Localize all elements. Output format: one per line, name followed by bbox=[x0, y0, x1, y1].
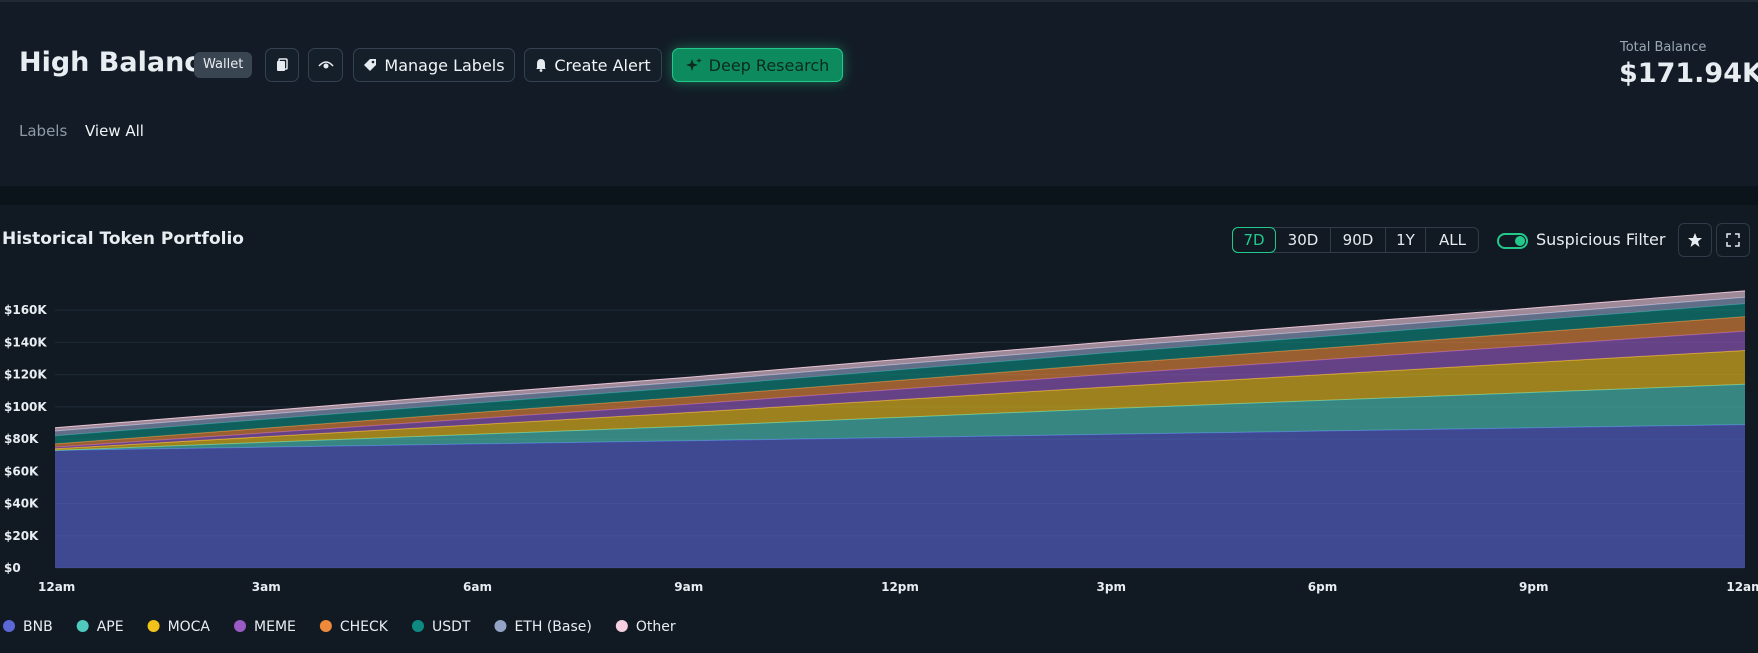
legend-label: USDT bbox=[432, 619, 471, 635]
y-tick-label: $80K bbox=[4, 432, 39, 446]
legend-swatch bbox=[412, 620, 424, 632]
legend-swatch bbox=[3, 620, 15, 632]
x-tick-label: 12am bbox=[38, 580, 75, 594]
legend-swatch bbox=[616, 620, 628, 632]
legend-label: MOCA bbox=[168, 619, 211, 635]
y-tick-label: $60K bbox=[4, 464, 39, 478]
legend-label: APE bbox=[97, 619, 124, 635]
legend-swatch bbox=[320, 620, 332, 632]
x-tick-label: 12pm bbox=[881, 580, 919, 594]
y-tick-label: $140K bbox=[4, 335, 47, 349]
legend-swatch bbox=[77, 620, 89, 632]
legend-swatch bbox=[148, 620, 160, 632]
legend-label: CHECK bbox=[340, 619, 389, 635]
x-tick-label: 3pm bbox=[1097, 580, 1126, 594]
y-tick-label: $0 bbox=[4, 561, 21, 575]
legend-swatch bbox=[494, 620, 506, 632]
y-tick-label: $100K bbox=[4, 400, 47, 414]
y-tick-label: $20K bbox=[4, 529, 39, 543]
legend-label: BNB bbox=[23, 619, 53, 635]
x-tick-label: 6pm bbox=[1308, 580, 1337, 594]
x-tick-label: 12am bbox=[1726, 580, 1758, 594]
x-tick-label: 9am bbox=[674, 580, 703, 594]
legend-swatch bbox=[234, 620, 246, 632]
y-tick-label: $40K bbox=[4, 497, 39, 511]
legend-label: ETH (Base) bbox=[514, 619, 591, 635]
x-tick-label: 6am bbox=[463, 580, 492, 594]
y-tick-label: $120K bbox=[4, 368, 47, 382]
x-tick-label: 9pm bbox=[1519, 580, 1548, 594]
x-tick-label: 3am bbox=[252, 580, 281, 594]
legend-label: MEME bbox=[254, 619, 296, 635]
y-tick-label: $160K bbox=[4, 303, 47, 317]
legend-label: Other bbox=[636, 619, 676, 635]
